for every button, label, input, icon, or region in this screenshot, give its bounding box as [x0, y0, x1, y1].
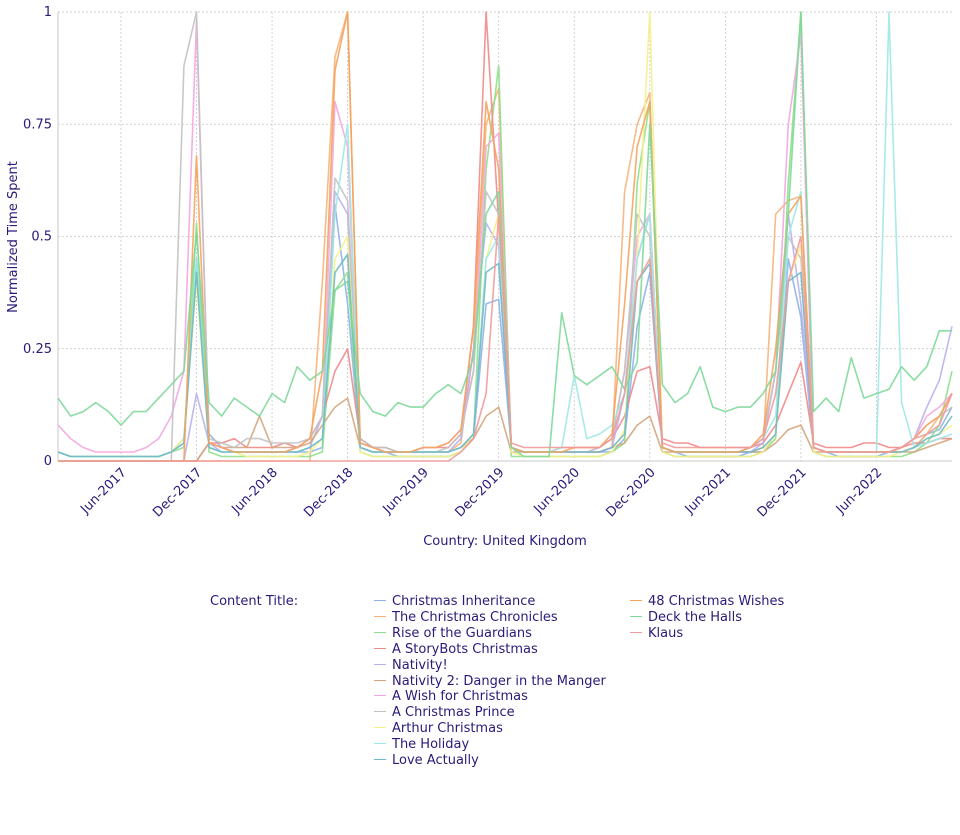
- legend-label: Deck the Halls: [648, 609, 743, 625]
- legend-swatch: [374, 631, 386, 633]
- legend-item: Nativity 2: Danger in the Manger: [374, 674, 606, 690]
- series-line-6: [58, 397, 953, 462]
- legend-item: Klaus: [630, 626, 683, 642]
- legend-label: Arthur Christmas: [392, 721, 503, 737]
- legend-swatch: [374, 615, 386, 617]
- series-line-10: [57, 11, 953, 458]
- legend-item: 48 Christmas Wishes: [630, 594, 784, 610]
- legend-swatch: [374, 600, 386, 601]
- legend-swatch: [630, 631, 642, 633]
- x-tick-label: Jun-2022: [833, 465, 885, 517]
- x-tick-label: Dec-2021: [755, 465, 810, 520]
- legend-item: The Christmas Chronicles: [374, 610, 558, 626]
- legend-swatch: [374, 759, 386, 760]
- x-tick-label: Jun-2019: [380, 465, 432, 517]
- y-tick-label: 0.75: [23, 117, 52, 132]
- legend-label: 48 Christmas Wishes: [648, 594, 785, 609]
- legend-item: Arthur Christmas: [374, 721, 503, 737]
- legend-label: Love Actually: [392, 753, 479, 768]
- x-tick-label: Jun-2017: [77, 465, 129, 517]
- legend-label: The Christmas Chronicles: [392, 609, 558, 625]
- legend-item: Rise of the Guardians: [374, 626, 532, 642]
- legend-swatch: [630, 615, 642, 617]
- series-line-3: [57, 11, 953, 458]
- y-tick-label: 0.5: [31, 230, 52, 245]
- y-tick-label: 0: [44, 454, 52, 469]
- legend-swatch: [374, 663, 386, 665]
- legend-swatch: [630, 600, 642, 601]
- y-axis-title: Normalized Time Spent: [6, 161, 21, 313]
- legend-label: A StoryBots Christmas: [392, 641, 538, 657]
- legend-item: A StoryBots Christmas: [374, 642, 538, 658]
- y-axis-ticks: 0 0.25 0.5 0.75 1: [23, 5, 52, 469]
- legend-swatch: [374, 711, 386, 713]
- y-tick-label: 1: [44, 5, 52, 20]
- legend-label: Christmas Inheritance: [392, 594, 536, 609]
- legend-item: Christmas Inheritance: [374, 594, 535, 610]
- legend-label: Nativity 2: Danger in the Manger: [392, 673, 606, 689]
- line-chart: 0 0.25 0.5 0.75 1 Jun-2017 Dec-2017 Jun-2018 De…: [6, 5, 953, 549]
- legend-swatch: [374, 743, 386, 745]
- legend-swatch: [374, 647, 386, 649]
- x-tick-label: Jun-2021: [682, 465, 734, 517]
- legend-label: The Holiday: [392, 737, 470, 753]
- legend-label: A Wish for Christmas: [392, 689, 528, 705]
- x-tick-label: Dec-2017: [150, 465, 205, 520]
- legend-item: Love Actually: [374, 753, 479, 769]
- y-tick-label: 0.25: [23, 342, 52, 357]
- legend-item: Nativity!: [374, 658, 448, 674]
- legend-swatch: [374, 695, 386, 697]
- legend-label: A Christmas Prince: [392, 705, 515, 721]
- legend-item: The Holiday: [374, 737, 469, 753]
- x-tick-label: Dec-2019: [452, 465, 507, 520]
- x-tick-label: Jun-2020: [531, 465, 583, 517]
- series-line-11: [57, 253, 953, 458]
- x-tick-label: Dec-2020: [604, 465, 659, 520]
- legend-label: Nativity!: [392, 657, 448, 673]
- legend-swatch: [374, 727, 386, 729]
- x-axis-title: Country: United Kingdom: [423, 534, 587, 549]
- series-line-9: [57, 11, 953, 458]
- x-axis-ticks: Jun-2017 Dec-2017 Jun-2018 Dec-2018 Jun-2019…: [77, 465, 885, 520]
- series-lines: [57, 11, 953, 462]
- series-line-14: [58, 213, 953, 462]
- legend-item: A Wish for Christmas: [374, 689, 528, 705]
- x-tick-label: Dec-2018: [301, 465, 356, 520]
- x-tick-label: Jun-2018: [228, 465, 280, 517]
- legend-swatch: [374, 679, 386, 681]
- series-line-13: [57, 11, 952, 458]
- legend-label: Rise of the Guardians: [392, 625, 532, 641]
- legend-item: Deck the Halls: [630, 610, 742, 626]
- legend-label: Klaus: [648, 625, 684, 641]
- legend-title: Content Title:: [210, 594, 299, 609]
- legend-item: A Christmas Prince: [374, 705, 515, 721]
